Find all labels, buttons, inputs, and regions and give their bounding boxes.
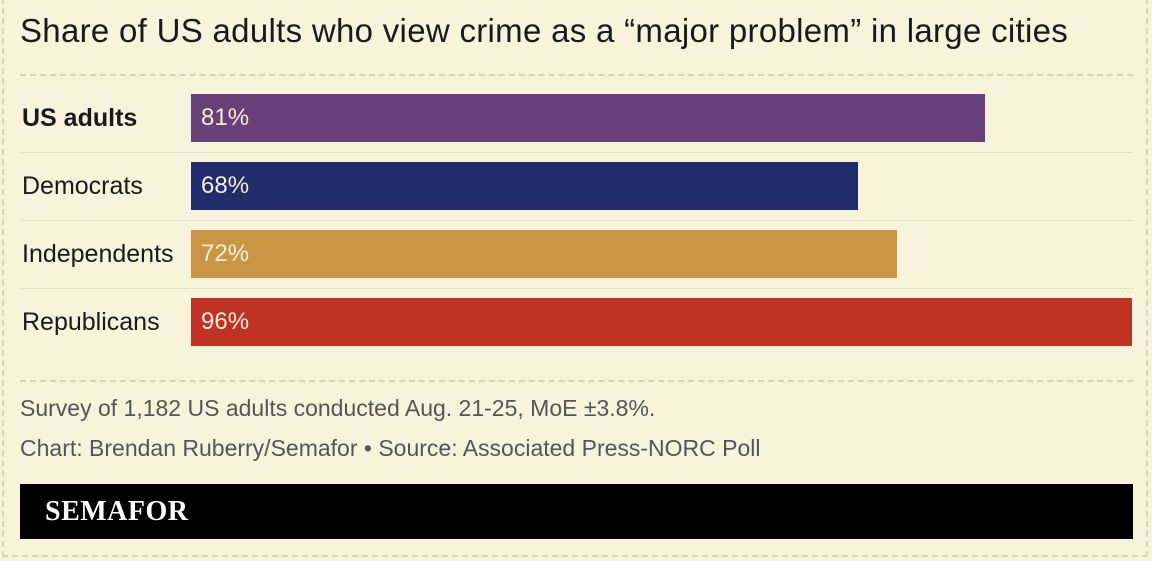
bar: 72% [191, 230, 897, 278]
chart-title: Share of US adults who view crime as a “… [20, 12, 1069, 49]
bar-value-label: 81% [201, 104, 250, 131]
category-label: Democrats [22, 172, 143, 200]
row-separator [20, 220, 1133, 221]
category-label: US adults [22, 104, 138, 132]
bar-value-label: 68% [201, 172, 250, 199]
bottom-divider [20, 380, 1133, 382]
bar-value-label: 96% [201, 308, 250, 335]
survey-note: Survey of 1,182 US adults conducted Aug.… [20, 395, 656, 421]
source-credit: Chart: Brendan Ruberry/Semafor • Source:… [20, 435, 761, 461]
row-separator [20, 288, 1133, 289]
row-separator [20, 152, 1133, 153]
category-label: Republicans [22, 308, 160, 336]
bar: 96% [191, 298, 1132, 346]
bar: 68% [191, 162, 858, 210]
bar: 81% [191, 94, 985, 142]
footer-bar: SEMAFOR [20, 484, 1133, 539]
semafor-logo: SEMAFOR [45, 496, 189, 527]
bar-value-label: 72% [201, 240, 250, 267]
top-divider [20, 74, 1133, 76]
category-label: Independents [22, 240, 174, 268]
